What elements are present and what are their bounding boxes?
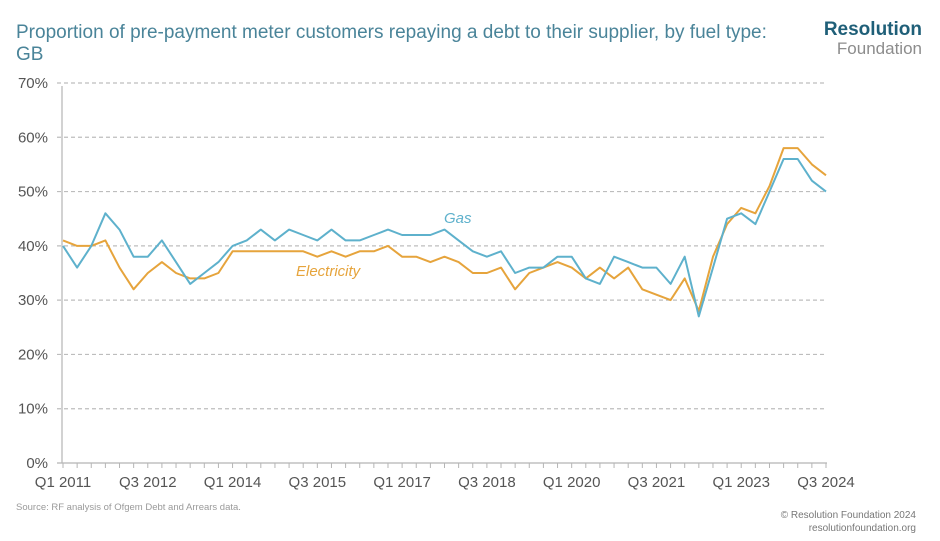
x-tick-label: Q1 2017 [373, 474, 431, 491]
copyright-text: © Resolution Foundation 2024 [780, 510, 916, 521]
copyright-block: © Resolution Foundation 2024 resolutionf… [781, 509, 916, 535]
series-label-gas: Gas [444, 210, 472, 227]
y-tick-label: 20% [18, 346, 48, 363]
y-tick-label: 30% [18, 292, 48, 309]
y-tick-label: 70% [18, 75, 48, 92]
resolution-foundation-logo: Resolution Foundation [824, 20, 922, 58]
x-axis-minor-ticks [62, 463, 827, 468]
y-tick-label: 40% [18, 238, 48, 255]
y-tick-label: 50% [18, 184, 48, 201]
x-tick-label: Q1 2023 [712, 474, 770, 491]
y-tick-label: 0% [26, 455, 48, 472]
x-tick-label: Q3 2024 [797, 474, 855, 491]
y-tick-label: 60% [18, 129, 48, 146]
series-line-gas [62, 158, 827, 318]
x-tick-label: Q1 2020 [543, 474, 601, 491]
gridlines [57, 82, 826, 410]
series-label-electricity: Electricity [296, 263, 362, 280]
x-tick-label: Q3 2021 [628, 474, 686, 491]
y-tick-label: 10% [18, 401, 48, 418]
x-tick-label: Q1 2014 [204, 474, 262, 491]
y-axis-ticks: 0% 10% 20% 30% 40% 50% 60% 70% [18, 75, 48, 472]
x-axis-tick-labels: Q1 2011 Q3 2012 Q1 2014 Q3 2015 Q1 2017 Q3 20… [35, 474, 855, 491]
line-chart: 0%10%20%30%40%50%60%70% Q1 2011 Q3 2012 Q1… [18, 75, 855, 491]
series-line-electricity [62, 147, 827, 312]
series-lines [62, 147, 827, 318]
x-tick-label: Q1 2011 [35, 474, 91, 491]
x-tick-label: Q3 2012 [119, 474, 177, 491]
logo-line1: Resolution [823, 19, 922, 40]
website-text: resolutionfoundation.org [808, 523, 916, 534]
chart-title: Proportion of pre-payment meter customer… [16, 22, 767, 65]
source-note: Source: RF analysis of Ofgem Debt and Ar… [16, 502, 241, 513]
x-tick-label: Q3 2015 [289, 474, 347, 491]
x-tick-label: Q3 2018 [458, 474, 516, 491]
logo-line2: Foundation [836, 39, 922, 58]
